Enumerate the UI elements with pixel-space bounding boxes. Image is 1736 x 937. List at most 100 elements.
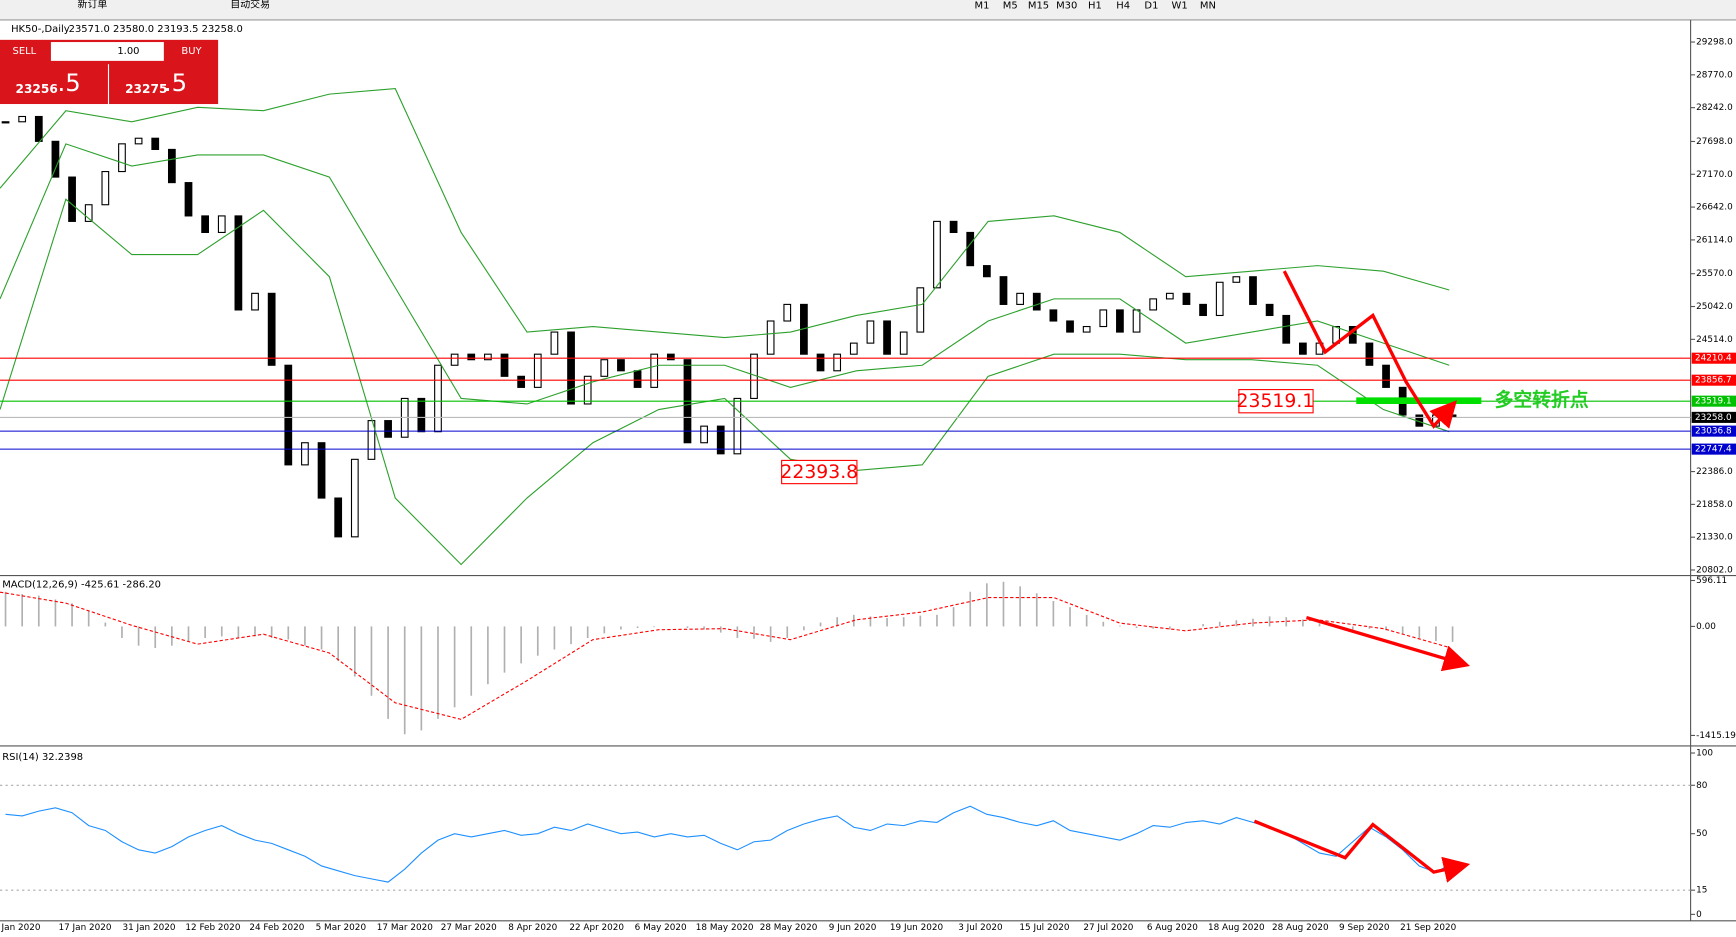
trend-arrow — [1305, 615, 1471, 672]
auto-trading-button[interactable]: 自动交易 — [230, 0, 270, 10]
candle — [1215, 281, 1224, 317]
candle — [766, 320, 775, 355]
candle — [251, 292, 259, 311]
level-tag — [1691, 443, 1736, 455]
candle — [517, 375, 526, 388]
candle — [550, 331, 559, 355]
level-tag — [1691, 425, 1736, 437]
volume[interactable]: 1.00 — [117, 46, 139, 57]
candle — [816, 353, 825, 372]
annotation: 多空转折点 — [1495, 388, 1589, 411]
candle — [201, 215, 210, 234]
x-tick-label: 18 May 2020 — [696, 923, 754, 933]
x-tick-label: 8 Apr 2020 — [508, 923, 557, 933]
candle — [700, 425, 708, 444]
candle — [84, 204, 93, 222]
timeframe-button[interactable]: M5 — [1003, 1, 1018, 12]
y-tick-label: 28242.0 — [1696, 103, 1733, 113]
candle — [234, 215, 243, 311]
x-tick-label: 9 Sep 2020 — [1339, 923, 1390, 933]
candle — [933, 220, 941, 289]
timeframe-button[interactable]: M1 — [975, 1, 990, 12]
bollinger-middle — [0, 143, 1450, 405]
timeframe-button[interactable]: W1 — [1172, 1, 1188, 12]
candle — [966, 231, 975, 267]
candle — [467, 353, 476, 361]
candle — [184, 182, 193, 217]
candle — [317, 442, 326, 499]
bollinger-lower — [0, 198, 1450, 566]
y-tick-label: 15 — [1696, 886, 1707, 896]
candle — [833, 353, 842, 372]
candle — [533, 353, 542, 388]
candle — [982, 265, 991, 278]
x-tick-label: 24 Feb 2020 — [249, 923, 304, 933]
candle — [1016, 292, 1024, 305]
candle — [650, 353, 659, 388]
annotation-box — [1238, 389, 1314, 414]
buy-button[interactable]: BUY — [181, 46, 202, 57]
candle — [151, 137, 160, 150]
y-tick-label: 100 — [1696, 749, 1713, 759]
candle — [1299, 342, 1307, 355]
candle — [849, 342, 858, 355]
y-tick-label: 27698.0 — [1696, 137, 1733, 147]
candle — [567, 331, 575, 405]
timeframe-button[interactable]: MN — [1200, 1, 1216, 12]
y-tick-label: 0.00 — [1696, 622, 1716, 632]
y-tick-label: 25042.0 — [1696, 302, 1733, 312]
y-tick-label: 26642.0 — [1696, 203, 1733, 213]
candle — [916, 287, 925, 333]
ohlc-info: 23571.0 23580.0 23193.5 23258.0 — [69, 24, 243, 35]
level-tag — [1691, 395, 1736, 407]
bollinger-upper — [0, 88, 1450, 339]
x-tick-label: 27 Jul 2020 — [1083, 923, 1133, 933]
x-tick-label: 28 Aug 2020 — [1272, 923, 1329, 933]
candle — [1365, 342, 1374, 366]
candle — [1265, 303, 1274, 317]
buy-price[interactable]: 23275 — [125, 82, 167, 96]
sell-pips[interactable]: .5 — [58, 68, 81, 97]
y-tick-label: 25570.0 — [1696, 269, 1733, 279]
candle — [217, 215, 226, 234]
candle — [1232, 276, 1241, 283]
buy-pips[interactable]: .5 — [164, 68, 187, 97]
candle — [1149, 298, 1158, 311]
candle — [1, 121, 10, 124]
timeframe-button[interactable]: H4 — [1116, 1, 1130, 12]
y-tick-label: 29298.0 — [1696, 38, 1733, 48]
signal-line — [0, 591, 1450, 720]
level-tag — [1691, 374, 1736, 386]
candle — [118, 143, 126, 173]
candle — [334, 497, 343, 538]
y-tick-label: 24514.0 — [1696, 335, 1733, 345]
candle — [34, 115, 43, 142]
candle — [949, 220, 958, 234]
x-tick-label: 21 Sep 2020 — [1400, 923, 1456, 933]
timeframe-button[interactable]: M15 — [1028, 1, 1049, 12]
candle — [1282, 314, 1291, 344]
candle — [783, 303, 792, 322]
candle — [434, 364, 442, 433]
volume-field[interactable] — [50, 42, 164, 61]
y-tick-label: 28770.0 — [1696, 70, 1733, 80]
candle — [367, 420, 376, 460]
x-tick-label: 17 Jan 2020 — [58, 923, 111, 933]
x-tick-label: 28 May 2020 — [760, 923, 818, 933]
timeframe-button[interactable]: H1 — [1088, 1, 1102, 12]
sell-button[interactable]: SELL — [13, 46, 37, 57]
y-tick-label: 20802.0 — [1696, 566, 1733, 576]
timeframe-button[interactable]: M30 — [1056, 1, 1077, 12]
candle — [301, 442, 309, 466]
x-tick-label: 17 Mar 2020 — [377, 923, 433, 933]
x-tick-label: 22 Apr 2020 — [569, 923, 624, 933]
timeframe-button[interactable]: D1 — [1144, 1, 1158, 12]
candle — [384, 420, 392, 438]
rsi-title: RSI(14) 32.2398 — [2, 752, 83, 763]
toolbar — [0, 0, 1736, 20]
candle — [450, 353, 459, 366]
sell-price[interactable]: 23256 — [16, 82, 58, 96]
new-order-button[interactable]: 新订单 — [78, 0, 108, 10]
